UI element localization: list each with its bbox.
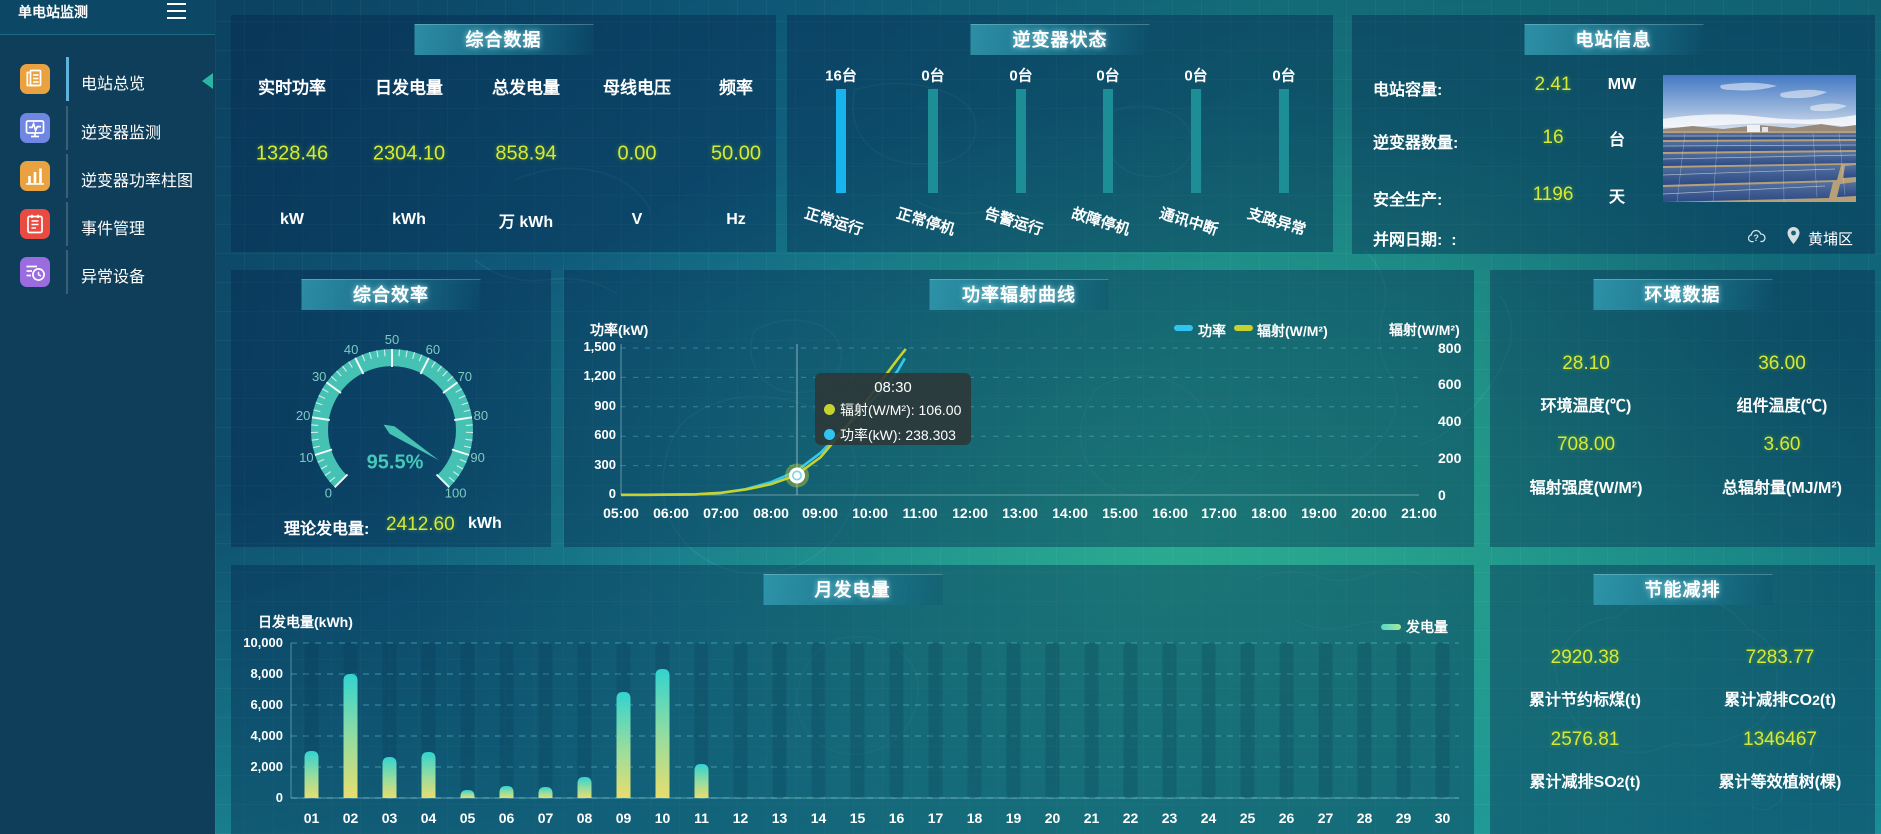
- svg-text:50: 50: [385, 332, 399, 347]
- svg-text:40: 40: [344, 342, 358, 357]
- svg-text:60: 60: [426, 342, 440, 357]
- svg-text:0: 0: [325, 486, 332, 501]
- svg-text:80: 80: [474, 408, 488, 423]
- svg-text:30: 30: [312, 369, 326, 384]
- svg-text:100: 100: [445, 486, 467, 501]
- svg-text:90: 90: [470, 450, 484, 465]
- svg-text:10: 10: [299, 450, 313, 465]
- svg-text:20: 20: [296, 408, 310, 423]
- svg-text:70: 70: [458, 369, 472, 384]
- svg-text:?: ?: [1753, 233, 1759, 243]
